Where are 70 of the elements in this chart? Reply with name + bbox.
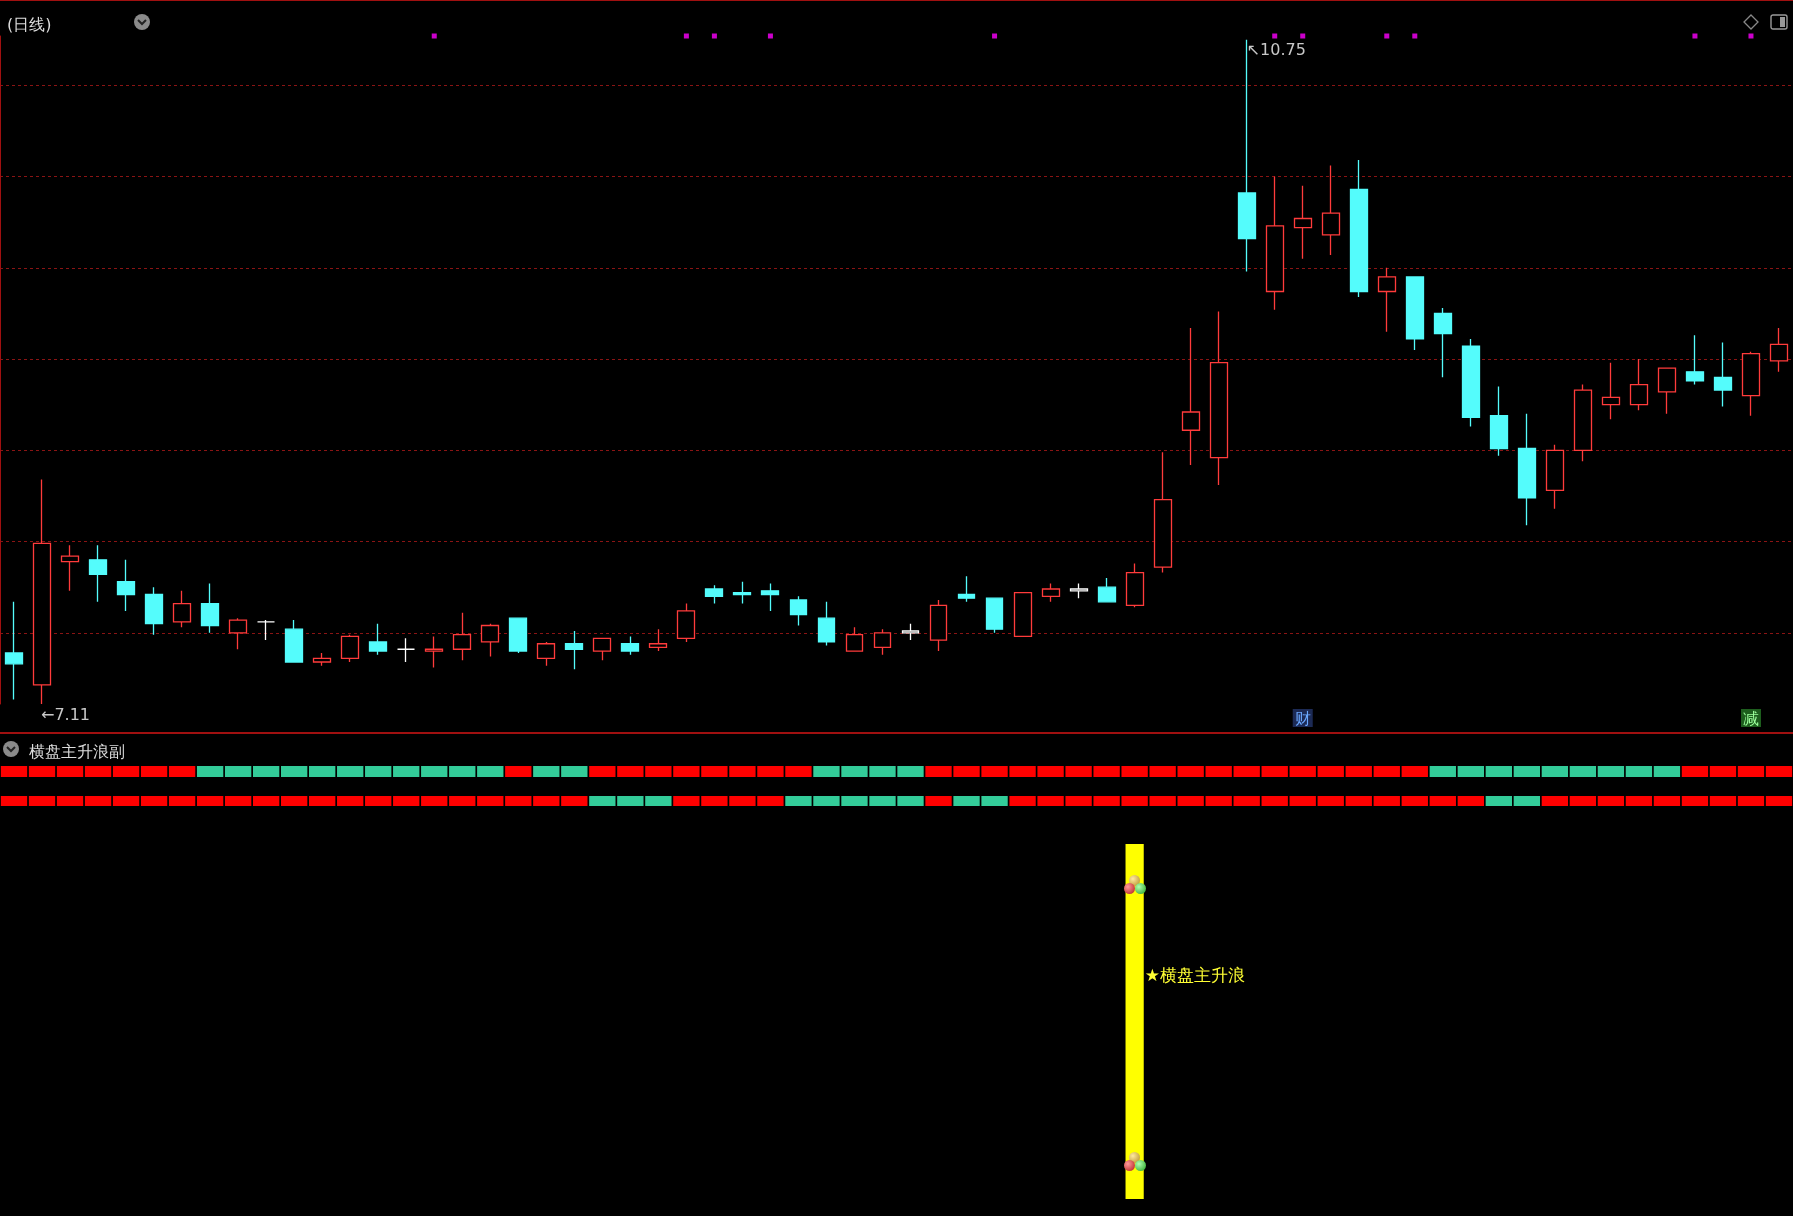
candlestick bbox=[228, 617, 248, 650]
candlestick bbox=[817, 601, 836, 647]
candlestick bbox=[676, 602, 696, 643]
candlestick bbox=[732, 581, 752, 605]
candlestick bbox=[340, 633, 360, 663]
candlestick bbox=[536, 641, 556, 667]
candlestick bbox=[1713, 341, 1733, 408]
candlestick bbox=[508, 617, 528, 654]
candlestick bbox=[789, 595, 808, 627]
candlestick bbox=[1629, 358, 1649, 411]
candlestick bbox=[256, 619, 276, 641]
text: 减 bbox=[1742, 708, 1759, 728]
candlestick bbox=[200, 582, 220, 634]
candlestick bbox=[172, 590, 192, 628]
candlestick bbox=[1097, 577, 1117, 603]
chart-title: 横盘主升浪副 bbox=[29, 741, 125, 761]
candlestick bbox=[929, 599, 948, 652]
candlestick bbox=[1209, 310, 1229, 486]
candlestick bbox=[1433, 307, 1453, 378]
candlestick bbox=[1181, 327, 1201, 466]
candlestick bbox=[1153, 451, 1173, 574]
candlestick bbox=[116, 559, 136, 612]
candlestick bbox=[1377, 267, 1397, 333]
candlestick bbox=[1125, 562, 1145, 608]
candlestick bbox=[1601, 362, 1621, 420]
text: ←7.11 bbox=[41, 704, 91, 724]
candlestick bbox=[1517, 413, 1537, 526]
candlestick bbox=[452, 612, 472, 661]
candlestick bbox=[1657, 367, 1677, 415]
candlestick bbox=[901, 623, 920, 641]
candlestick bbox=[957, 575, 976, 603]
candlestick bbox=[312, 652, 332, 667]
candlestick bbox=[60, 544, 80, 592]
candlestick bbox=[1461, 338, 1481, 428]
candlestick bbox=[648, 628, 668, 652]
candlestick bbox=[1545, 444, 1565, 510]
annotation: ↖10.75 bbox=[1246, 40, 1306, 60]
candlestick bbox=[760, 582, 780, 612]
candlestick bbox=[1321, 164, 1341, 256]
candlestick bbox=[1265, 175, 1285, 311]
candlestick bbox=[1041, 582, 1061, 603]
candlestick bbox=[845, 626, 864, 652]
candlestick bbox=[985, 597, 1004, 634]
candlestick bbox=[1349, 159, 1369, 298]
candlestick bbox=[88, 544, 108, 603]
candlestick bbox=[564, 630, 584, 670]
candlestick bbox=[592, 637, 612, 661]
candlestick bbox=[284, 619, 304, 663]
candlestick bbox=[368, 623, 388, 656]
candlestick bbox=[1769, 327, 1789, 373]
chart-title: (日线) bbox=[7, 14, 52, 34]
candlestick bbox=[704, 584, 724, 605]
candlestick bbox=[1489, 385, 1509, 457]
candlestick bbox=[4, 601, 24, 701]
candlestick bbox=[1069, 582, 1089, 599]
candlestick bbox=[424, 635, 444, 669]
candlestick bbox=[873, 628, 892, 656]
candlestick bbox=[1685, 334, 1705, 386]
text: 财 bbox=[1294, 708, 1311, 728]
candlestick bbox=[144, 586, 164, 636]
candlestick bbox=[1293, 185, 1313, 260]
candlestick bbox=[480, 623, 500, 658]
candlestick bbox=[1405, 276, 1425, 351]
candlestick bbox=[1573, 383, 1593, 462]
candlestick bbox=[1741, 351, 1761, 417]
candlestick bbox=[32, 478, 52, 705]
annotation: ★横盘主升浪 bbox=[1144, 965, 1245, 986]
candlestick bbox=[620, 635, 640, 656]
candlestick bbox=[1013, 592, 1033, 638]
candlestick bbox=[396, 637, 416, 663]
